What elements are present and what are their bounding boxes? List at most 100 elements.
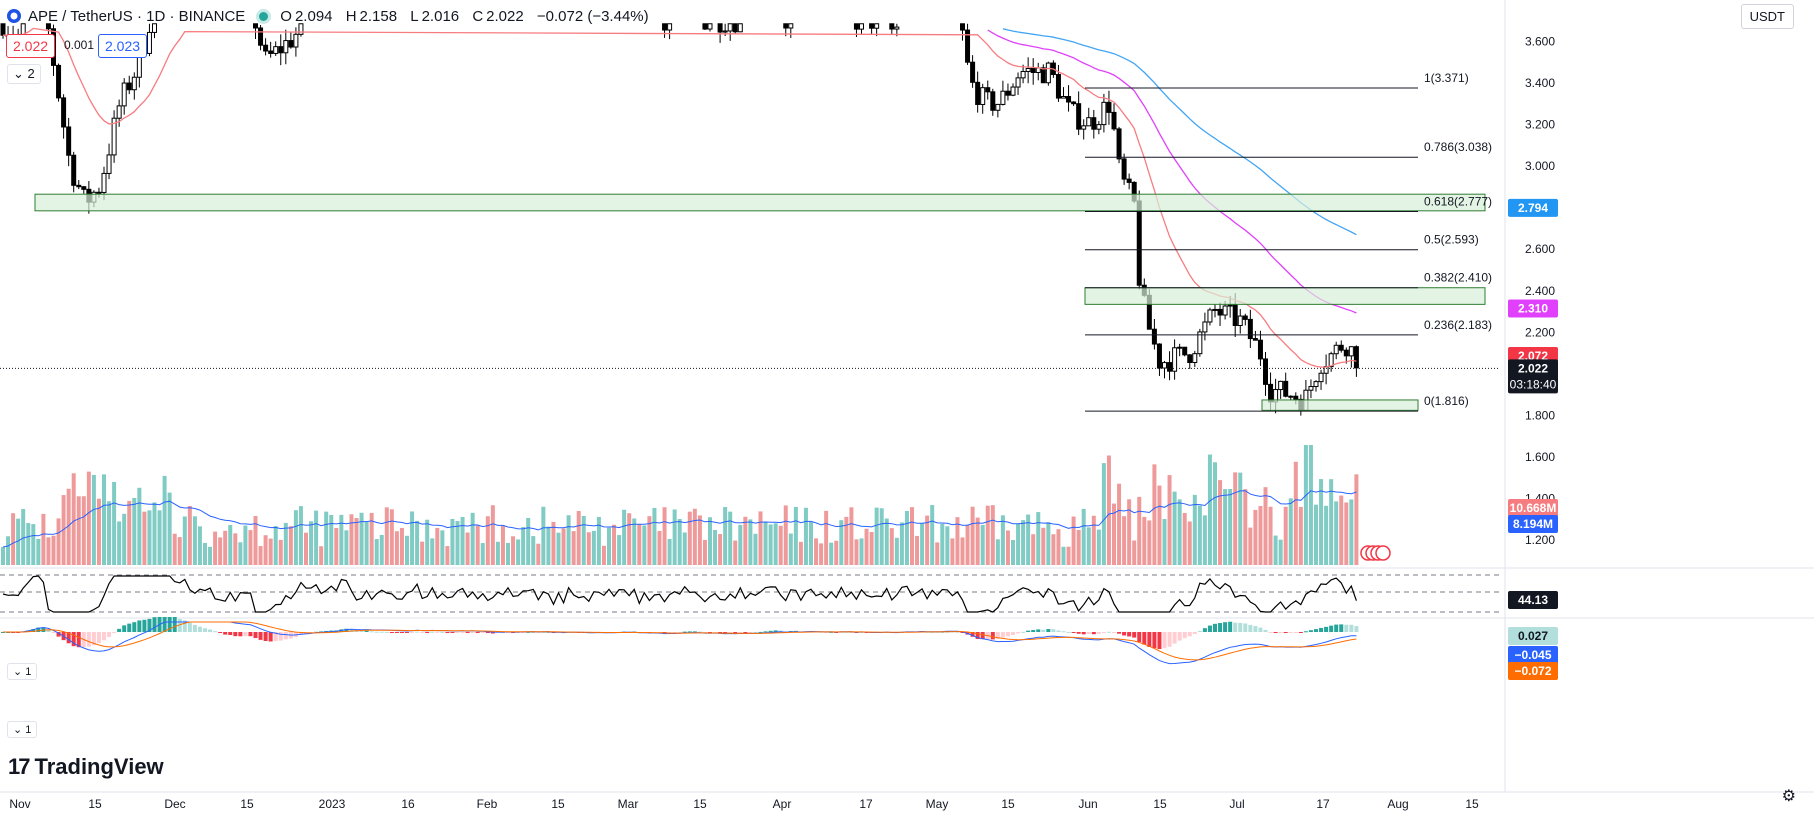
volume-bar-down xyxy=(41,513,46,565)
macd-hist-down xyxy=(1071,632,1076,633)
volume-bar-up xyxy=(591,530,596,565)
candle-up xyxy=(1333,344,1339,355)
macd-hist-down xyxy=(1288,632,1293,633)
volume-bar-down xyxy=(864,528,869,565)
volume-bar-up xyxy=(112,481,117,565)
volume-bar-up xyxy=(117,521,122,565)
volume-bar-up xyxy=(1334,501,1339,565)
candle-up xyxy=(1288,395,1294,398)
volume-bar-down xyxy=(445,546,450,565)
macd-hist-down xyxy=(273,632,278,642)
macd-hist-down xyxy=(1127,632,1132,637)
macd-hist-up xyxy=(46,629,51,632)
volume-bar-down xyxy=(849,507,854,565)
volume-bar-down xyxy=(819,543,824,565)
volume-bar-up xyxy=(359,512,364,565)
macd-hist-down xyxy=(1273,632,1278,633)
candle-up xyxy=(1212,308,1218,311)
candle-down xyxy=(1353,346,1359,369)
candle-down xyxy=(662,23,668,31)
macd-hist-up xyxy=(374,631,379,633)
volume-bar-up xyxy=(1349,499,1354,565)
macd-hist-down xyxy=(975,632,980,639)
candle-up xyxy=(1010,86,1016,96)
volume-bar-up xyxy=(157,510,162,565)
volume-bar-down xyxy=(915,535,920,565)
tradingview-logo-icon: 17 xyxy=(8,754,31,779)
macd-hist-up xyxy=(1061,631,1066,633)
volume-bar-up xyxy=(238,542,243,565)
y-tick-label: 1.800 xyxy=(1525,409,1555,423)
volume-ma-tag: 8.194M xyxy=(1513,517,1553,531)
volume-bar-up xyxy=(470,512,475,565)
macd-hist-up xyxy=(1228,621,1233,632)
macd-hist-down xyxy=(980,632,985,640)
macd-hist-down xyxy=(253,632,258,639)
macd-hist-down xyxy=(1112,632,1116,633)
candle-up xyxy=(1172,347,1178,372)
volume-bar-down xyxy=(1112,503,1116,565)
macd-hist-up xyxy=(117,628,122,632)
macd-hist-up xyxy=(687,631,692,633)
buy-price-button[interactable]: 2.023 xyxy=(98,34,148,58)
macd-hist-down xyxy=(1182,632,1187,639)
volume-bar-down xyxy=(612,524,617,565)
rsi-pane-collapse-button[interactable]: ⌄ 1 xyxy=(7,663,38,680)
volume-bar-down xyxy=(601,545,606,565)
candle-up xyxy=(1081,125,1087,130)
candle-down xyxy=(869,23,875,29)
rsi-tag-bg xyxy=(1508,591,1558,609)
candle-down xyxy=(1338,344,1344,351)
macd-hist-up xyxy=(1248,624,1253,632)
indicators-collapse-button[interactable]: ⌄ 2 xyxy=(7,64,41,84)
macd-hist-down xyxy=(470,632,475,633)
macd-hist-tag-bg xyxy=(1508,627,1558,645)
volume-bar-down xyxy=(1248,527,1253,565)
tradingview-logo[interactable]: 17 TradingView xyxy=(8,754,164,779)
currency-button[interactable]: USDT xyxy=(1740,4,1794,29)
ema-blue-price-tag: 2.794 xyxy=(1518,201,1548,215)
volume-bar-up xyxy=(803,507,808,565)
volume-bar-up xyxy=(672,509,677,565)
gear-icon[interactable]: ⚙ xyxy=(1781,788,1796,805)
macd-hist-down xyxy=(66,632,71,644)
sell-price-button[interactable]: 2.022 xyxy=(6,34,56,58)
macd-pane-collapse-button[interactable]: ⌄ 1 xyxy=(7,721,38,738)
symbol-title[interactable]: APE / TetherUS · 1D · BINANCE xyxy=(28,7,246,25)
macd-hist-down xyxy=(233,632,238,637)
volume-bar-up xyxy=(859,538,864,565)
macd-hist-down xyxy=(1132,632,1137,638)
volume-bar-up xyxy=(31,524,36,565)
candle-down xyxy=(1126,178,1132,183)
y-tick-label: 3.400 xyxy=(1525,76,1555,90)
candle-up xyxy=(1045,62,1051,84)
macd-hist-up xyxy=(1202,628,1207,632)
volume-bar-up xyxy=(899,522,904,565)
candle-down xyxy=(81,186,87,190)
macd-hist-down xyxy=(263,632,268,642)
macd-hist-down xyxy=(389,632,394,633)
spread-value: 0.001 xyxy=(64,38,95,52)
macd-hist-up xyxy=(541,631,546,633)
candle-down xyxy=(1030,68,1036,74)
macd-hist-down xyxy=(475,632,480,633)
volume-bar-down xyxy=(1076,529,1081,565)
macd-hist-up xyxy=(1308,630,1313,632)
candle-down xyxy=(1066,96,1072,103)
volume-bar-down xyxy=(127,500,132,565)
volume-bar-up xyxy=(617,535,622,565)
volume-bar-down xyxy=(1258,506,1263,565)
macd-hist-up xyxy=(697,631,702,633)
macd-hist-up xyxy=(1041,629,1046,632)
y-tick-label: 1.200 xyxy=(1525,533,1555,547)
macd-hist-down xyxy=(713,632,718,633)
candle-down xyxy=(56,64,62,99)
candle-up xyxy=(1192,353,1198,363)
candle-up xyxy=(859,23,864,30)
candle-up xyxy=(131,76,137,91)
rsi-line xyxy=(2,575,1357,613)
macd-hist-down xyxy=(672,632,677,633)
volume-bar-up xyxy=(344,530,349,565)
candle-down xyxy=(1293,395,1299,400)
